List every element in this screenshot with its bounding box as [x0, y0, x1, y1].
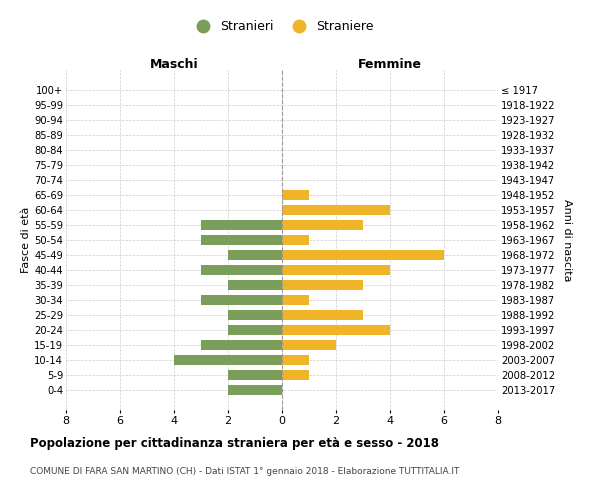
Bar — [174, 355, 282, 364]
Text: Femmine: Femmine — [358, 58, 422, 71]
Bar — [282, 190, 309, 200]
Bar — [282, 355, 309, 364]
Bar — [228, 370, 282, 380]
Bar — [282, 265, 390, 275]
Bar — [228, 280, 282, 290]
Bar — [228, 325, 282, 334]
Bar — [201, 265, 282, 275]
Bar — [282, 205, 390, 215]
Text: Maschi: Maschi — [149, 58, 199, 71]
Bar — [282, 250, 444, 260]
Bar — [282, 295, 309, 304]
Bar — [282, 310, 363, 320]
Y-axis label: Anni di nascita: Anni di nascita — [562, 198, 572, 281]
Legend: Stranieri, Straniere: Stranieri, Straniere — [185, 15, 379, 38]
Text: COMUNE DI FARA SAN MARTINO (CH) - Dati ISTAT 1° gennaio 2018 - Elaborazione TUTT: COMUNE DI FARA SAN MARTINO (CH) - Dati I… — [30, 468, 460, 476]
Y-axis label: Fasce di età: Fasce di età — [22, 207, 31, 273]
Text: Popolazione per cittadinanza straniera per età e sesso - 2018: Popolazione per cittadinanza straniera p… — [30, 438, 439, 450]
Bar — [282, 280, 363, 290]
Bar — [228, 385, 282, 394]
Bar — [228, 250, 282, 260]
Bar — [282, 325, 390, 334]
Bar — [282, 220, 363, 230]
Bar — [282, 370, 309, 380]
Bar — [201, 340, 282, 349]
Bar — [201, 235, 282, 245]
Bar — [282, 340, 336, 349]
Bar — [201, 220, 282, 230]
Bar — [282, 235, 309, 245]
Bar — [228, 310, 282, 320]
Bar — [201, 295, 282, 304]
